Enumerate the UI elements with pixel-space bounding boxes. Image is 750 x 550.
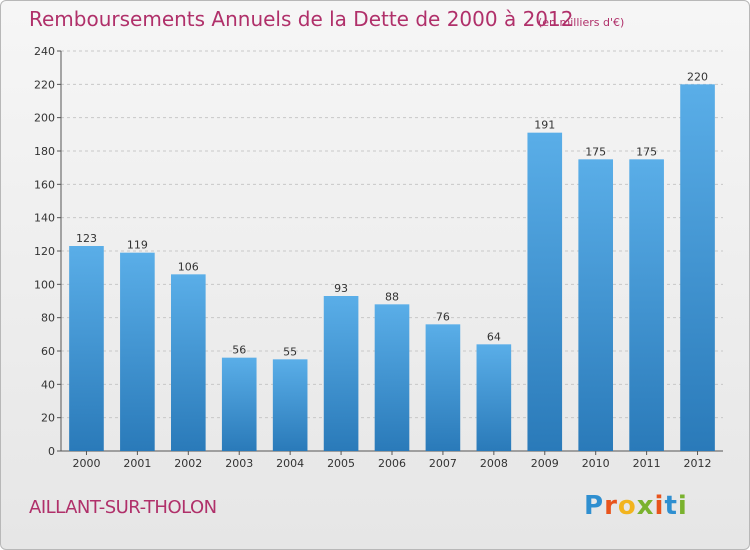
logo-letter: P <box>584 491 605 521</box>
y-tick-label: 140 <box>34 212 55 225</box>
bar-2008 <box>476 344 512 451</box>
logo-letter: i <box>654 491 665 521</box>
bar-2011 <box>629 159 664 452</box>
bar-2010 <box>578 159 614 452</box>
labels: 0 20 40 60 80 100 120 140 160 180 200 220 240 123 2000… <box>34 45 712 470</box>
y-tick-label: 240 <box>34 45 55 58</box>
data-label-2006: 88 <box>385 290 399 303</box>
bar-2007 <box>425 324 461 451</box>
data-label-2010: 175 <box>585 145 606 158</box>
x-tick-label-2010: 2010 <box>582 457 610 470</box>
y-tick-label: 0 <box>48 445 55 458</box>
y-tick-label: 160 <box>34 178 55 191</box>
y-tick-label: 220 <box>34 78 55 91</box>
logo-letter: i <box>677 491 688 521</box>
x-tick-label-2005: 2005 <box>327 457 355 470</box>
x-tick-label-2012: 2012 <box>684 457 712 470</box>
data-label-2004: 55 <box>283 345 297 358</box>
y-tick-label: 40 <box>41 378 55 391</box>
bar-2006 <box>374 304 410 451</box>
x-tick-label-2000: 2000 <box>72 457 100 470</box>
bar-2012 <box>680 84 715 451</box>
data-label-2012: 220 <box>687 70 708 83</box>
bar-2003 <box>221 357 257 451</box>
x-tick-label-2003: 2003 <box>225 457 253 470</box>
y-tick-label: 60 <box>41 345 55 358</box>
chart-title: Remboursements Annuels de la Dette de 20… <box>29 7 574 31</box>
commune-name: AILLANT-SUR-THOLON <box>29 497 217 518</box>
data-label-2005: 93 <box>334 282 348 295</box>
logo-letter: o <box>617 491 637 521</box>
data-label-2002: 106 <box>178 260 199 273</box>
x-tick-label-2009: 2009 <box>531 457 559 470</box>
y-tick-label: 80 <box>41 312 55 325</box>
bars <box>69 84 715 452</box>
bar-2009 <box>527 132 563 451</box>
x-tick-label-2011: 2011 <box>633 457 661 470</box>
chart-unit: (en milliers d'€) <box>538 16 625 29</box>
y-tick-label: 180 <box>34 145 55 158</box>
x-tick-label-2002: 2002 <box>174 457 202 470</box>
y-tick-label: 100 <box>34 278 55 291</box>
data-label-2003: 56 <box>232 344 246 357</box>
data-label-2009: 191 <box>534 119 555 132</box>
logo-letter: t <box>664 491 678 521</box>
bar-2000 <box>69 246 104 451</box>
x-tick-label-2004: 2004 <box>276 457 304 470</box>
data-label-2007: 76 <box>436 310 450 323</box>
bar-2004 <box>272 359 308 451</box>
y-tick-label: 200 <box>34 112 55 125</box>
x-tick-label-2001: 2001 <box>123 457 151 470</box>
bar-2001 <box>120 252 155 451</box>
y-tick-label: 20 <box>41 412 55 425</box>
bar-2002 <box>170 274 206 451</box>
x-tick-label-2006: 2006 <box>378 457 406 470</box>
logo-letter: x <box>636 491 655 521</box>
data-label-2011: 175 <box>636 145 657 158</box>
y-tick-label: 120 <box>34 245 55 258</box>
proxiti-logo: Proxiti <box>584 491 688 521</box>
data-label-2008: 64 <box>487 330 501 343</box>
bar-2005 <box>323 296 359 451</box>
data-label-2000: 123 <box>76 232 97 245</box>
x-tick-label-2007: 2007 <box>429 457 457 470</box>
logo-letter: r <box>604 491 618 521</box>
x-tick-label-2008: 2008 <box>480 457 508 470</box>
data-label-2001: 119 <box>127 239 148 252</box>
